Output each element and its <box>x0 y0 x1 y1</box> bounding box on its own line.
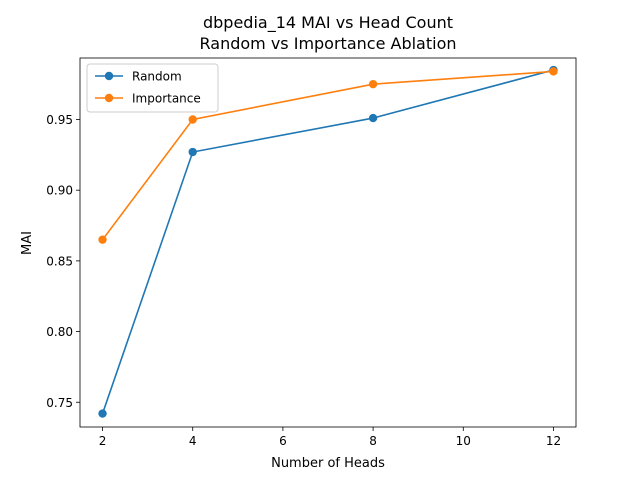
legend-label-importance: Importance <box>132 92 201 106</box>
data-point-importance <box>188 115 197 124</box>
legend-label-random: Random <box>132 70 182 84</box>
y-tick-label: 0.95 <box>46 113 73 127</box>
x-tick-label: 8 <box>369 434 377 448</box>
chart-title-line-1: dbpedia_14 MAI vs Head Count <box>203 13 453 33</box>
plot-frame <box>79 57 577 428</box>
x-tick-label: 2 <box>99 434 107 448</box>
y-tick-label: 0.80 <box>46 325 73 339</box>
data-point-importance <box>368 79 378 89</box>
legend-marker-importance <box>104 93 114 103</box>
y-axis-label: MAI <box>20 231 35 255</box>
x-axis-label: Number of Heads <box>271 456 385 471</box>
data-point-random <box>368 113 378 123</box>
y-tick-label: 0.85 <box>46 254 73 268</box>
series-line-random <box>101 69 554 414</box>
y-tick-label: 0.75 <box>46 396 73 410</box>
y-tick-label: 0.90 <box>46 184 73 198</box>
data-point-importance <box>549 67 558 76</box>
data-point-random <box>98 409 107 418</box>
series-line-importance <box>101 70 554 241</box>
x-tick-label: 12 <box>546 434 561 448</box>
chart-title-line-2: Random vs Importance Ablation <box>200 34 457 53</box>
x-tick-label: 6 <box>279 434 287 448</box>
data-point-importance <box>98 235 107 244</box>
legend-marker-random <box>104 71 114 81</box>
x-tick-label: 10 <box>456 434 471 448</box>
x-tick-label: 4 <box>189 434 197 448</box>
data-point-random <box>188 147 197 157</box>
